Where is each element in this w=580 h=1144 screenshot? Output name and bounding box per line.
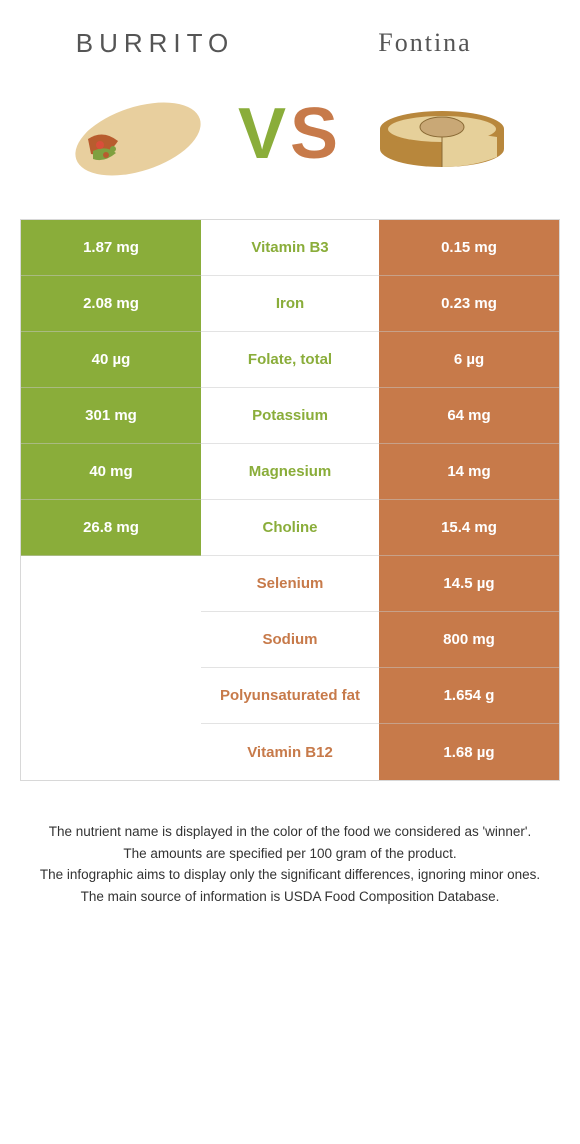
nutrient-name: Potassium <box>201 388 379 444</box>
footer-line: The infographic aims to display only the… <box>30 864 550 886</box>
value-left: 1.87 mg <box>21 220 201 276</box>
value-left: 2.08 mg <box>21 276 201 332</box>
food-title-right: Fontina <box>290 28 560 59</box>
value-right: 64 mg <box>379 388 559 444</box>
nutrient-name: Sodium <box>201 612 379 668</box>
value-left: 40 mg <box>21 444 201 500</box>
value-left: 301 mg <box>21 388 201 444</box>
food-title-left: BURRITO <box>20 28 290 59</box>
table-row: 0.5 µgVitamin B121.68 µg <box>21 724 559 780</box>
nutrient-name: Selenium <box>201 556 379 612</box>
value-right: 14 mg <box>379 444 559 500</box>
table-row: 40 µgFolate, total6 µg <box>21 332 559 388</box>
value-right: 6 µg <box>379 332 559 388</box>
vs-row: VS <box>0 69 580 219</box>
nutrient-name: Vitamin B3 <box>201 220 379 276</box>
value-right: 14.5 µg <box>379 556 559 612</box>
nutrient-name: Choline <box>201 500 379 556</box>
value-right: 0.15 mg <box>379 220 559 276</box>
vs-s-letter: S <box>290 94 342 174</box>
nutrient-table: 1.87 mgVitamin B30.15 mg2.08 mgIron0.23 … <box>20 219 560 781</box>
table-row: 0.551 gPolyunsaturated fat1.654 g <box>21 668 559 724</box>
fontina-image <box>362 79 522 189</box>
nutrient-name: Iron <box>201 276 379 332</box>
vs-label: VS <box>238 93 342 175</box>
nutrient-name: Folate, total <box>201 332 379 388</box>
nutrient-name: Magnesium <box>201 444 379 500</box>
footer-line: The main source of information is USDA F… <box>30 886 550 908</box>
value-left: 26.8 mg <box>21 500 201 556</box>
value-right: 800 mg <box>379 612 559 668</box>
footer-line: The amounts are specified per 100 gram o… <box>30 843 550 865</box>
nutrient-name: Polyunsaturated fat <box>201 668 379 724</box>
table-row: 2.08 mgIron0.23 mg <box>21 276 559 332</box>
table-row: 10.1 µgSelenium14.5 µg <box>21 556 559 612</box>
table-row: 26.8 mgCholine15.4 mg <box>21 500 559 556</box>
value-right: 1.654 g <box>379 668 559 724</box>
value-right: 1.68 µg <box>379 724 559 780</box>
value-right: 15.4 mg <box>379 500 559 556</box>
vs-v-letter: V <box>238 94 290 174</box>
footer-notes: The nutrient name is displayed in the co… <box>0 781 580 907</box>
nutrient-name: Vitamin B12 <box>201 724 379 780</box>
table-row: 301 mgPotassium64 mg <box>21 388 559 444</box>
header: BURRITO Fontina <box>0 0 580 69</box>
value-left: 40 µg <box>21 332 201 388</box>
footer-line: The nutrient name is displayed in the co… <box>30 821 550 843</box>
table-row: 1.87 mgVitamin B30.15 mg <box>21 220 559 276</box>
table-row: 40 mgMagnesium14 mg <box>21 444 559 500</box>
burrito-image <box>58 79 218 189</box>
value-right: 0.23 mg <box>379 276 559 332</box>
table-row: 454 mgSodium800 mg <box>21 612 559 668</box>
